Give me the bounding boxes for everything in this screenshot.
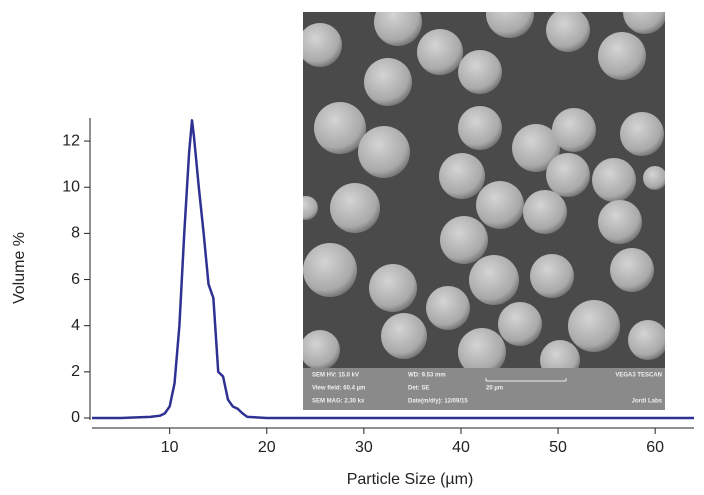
info-text: SEM MAG: 2.30 kx — [312, 399, 365, 405]
x-tick-label: 20 — [258, 439, 276, 456]
x-tick-label: 50 — [549, 439, 567, 456]
y-tick-label: 10 — [62, 178, 80, 195]
inset-image: SEM HV: 15.0 kV WD: 9.53 mm VEGA3 TESCAN Vi… — [303, 12, 665, 410]
x-tick-label: 30 — [355, 439, 373, 456]
info-text: Jordi Labs — [632, 399, 663, 405]
info-text: Date(m/d/y): 12/09/15 — [408, 399, 468, 405]
info-bar — [303, 368, 665, 410]
info-text: Det: SE — [408, 386, 429, 392]
data-line — [92, 119, 694, 420]
y-tick-label: 4 — [71, 317, 80, 334]
info-text: View field: 60.4 µm — [312, 386, 365, 392]
info-text: VEGA3 TESCAN — [615, 373, 662, 379]
info-text: SEM HV: 15.0 kV — [312, 373, 359, 379]
x-axis-label: Particle Size (µm) — [347, 471, 474, 488]
x-tick-label: 40 — [452, 439, 470, 456]
y-tick-label: 6 — [71, 271, 80, 288]
y-tick-label: 2 — [71, 363, 80, 380]
scale-bar — [485, 378, 567, 382]
y-axis-label: Volume % — [11, 232, 28, 304]
y-tick-label: 12 — [62, 132, 80, 149]
y-tick-label: 8 — [71, 225, 80, 242]
info-text: WD: 9.53 mm — [408, 373, 446, 379]
info-text: 20 µm — [486, 386, 503, 392]
y-tick-label: 0 — [71, 409, 80, 426]
particles — [303, 12, 665, 368]
x-tick-label: 10 — [161, 439, 179, 456]
x-tick-label: 60 — [646, 439, 664, 456]
